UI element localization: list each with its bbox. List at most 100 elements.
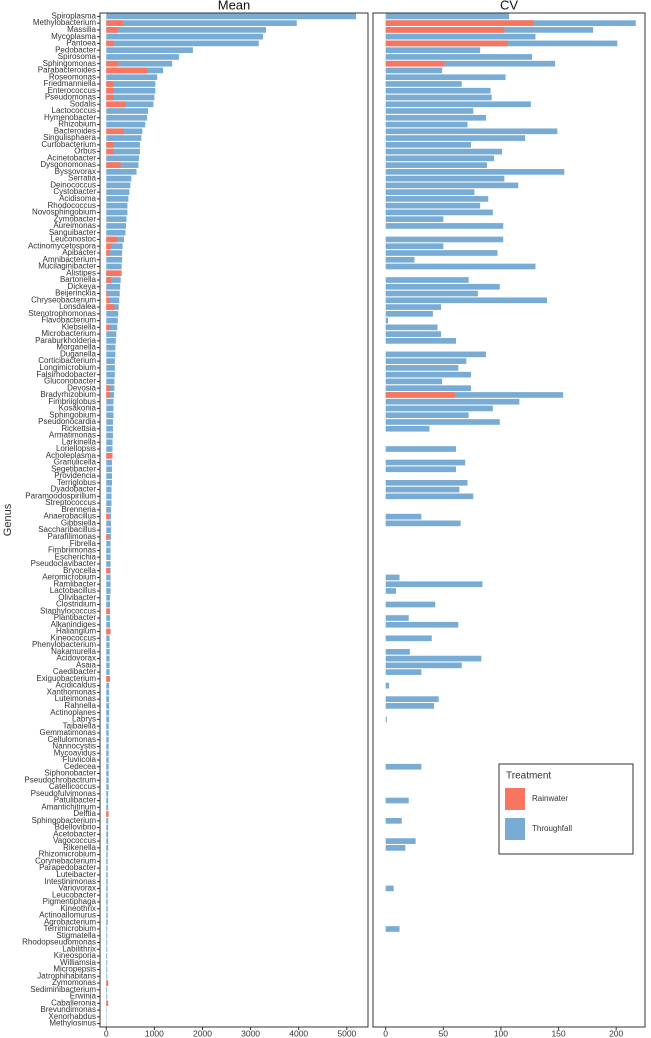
bar [385, 216, 444, 223]
y-tick-label: Devosia [67, 383, 96, 392]
y-tick-label: Curtobacterium [41, 140, 96, 149]
bar [106, 33, 264, 40]
bar [106, 878, 108, 885]
bar [106, 283, 121, 290]
bar [385, 54, 533, 60]
bar [385, 223, 504, 229]
y-tick-label: Parapedobacter [39, 863, 96, 872]
bar [106, 277, 121, 283]
x-tick-label: 3000 [241, 1028, 260, 1038]
y-tick-label: Olivibacter [58, 593, 96, 602]
bar [385, 669, 422, 675]
y-tick-label: Microbacterium [41, 329, 96, 338]
legend-label: Rainwater [532, 794, 568, 803]
bar [106, 365, 115, 371]
bar [385, 189, 475, 195]
bar [106, 128, 125, 135]
bar [106, 439, 113, 446]
bar [385, 317, 388, 324]
y-tick-label: Hymenobacter [44, 113, 96, 122]
y-tick-label: Chryseobacterium [31, 295, 96, 304]
bar [106, 520, 112, 527]
bar [106, 175, 132, 182]
y-tick-label: Delftia [73, 809, 96, 818]
bar [106, 446, 113, 452]
y-tick-label: Gibbsiella [61, 518, 97, 527]
y-tick-label: Massilia [67, 25, 96, 34]
bar [106, 696, 110, 702]
bar [106, 169, 137, 175]
y-tick-label: Lactobacillus [50, 586, 96, 595]
bar [106, 682, 110, 689]
bar [106, 114, 148, 121]
bar [385, 121, 468, 128]
bar [106, 648, 110, 655]
bar [106, 148, 114, 155]
bar [106, 574, 111, 581]
y-tick-label: Aureimonas [53, 221, 96, 230]
bar [385, 405, 493, 412]
bar [106, 865, 108, 871]
y-tick-label: Klebsiella [62, 322, 97, 331]
bar [385, 588, 397, 594]
bar [106, 250, 110, 256]
x-tick-label: 1000 [145, 1028, 164, 1038]
panel-background [373, 13, 645, 1027]
bar [106, 297, 110, 304]
bar [106, 141, 140, 148]
bar [106, 128, 143, 135]
bar [106, 763, 109, 770]
y-tick-label: Bryocella [63, 566, 96, 575]
bar [385, 621, 459, 628]
y-tick-label: Asaia [76, 660, 97, 669]
y-tick-label: Sphingobium [49, 410, 96, 419]
y-tick-label: Providencia [54, 471, 96, 480]
panel-border [99, 12, 369, 1028]
bar [106, 709, 110, 716]
y-tick-label: Kosakonia [59, 404, 97, 413]
bar [106, 669, 110, 675]
bar [385, 243, 444, 250]
bar [385, 162, 488, 168]
bar [385, 419, 500, 425]
y-tick-label: Zymomonas [52, 978, 96, 987]
bar [106, 953, 108, 959]
bar [385, 655, 482, 662]
y-tick-label: Caedibacter [53, 667, 96, 676]
bar [385, 338, 456, 344]
legend-swatch [505, 788, 525, 810]
bar [106, 723, 109, 730]
y-tick-label: Pantoea [66, 39, 96, 48]
y-tick-label: Acidovorax [56, 654, 96, 663]
y-tick-label: Sediminibacterium [30, 985, 96, 994]
y-tick-label: Xenorhabdus [48, 1012, 96, 1021]
bar [385, 277, 469, 283]
bar [106, 479, 113, 486]
bar [385, 513, 422, 520]
bar [106, 790, 109, 797]
x-tick-label: 200 [609, 1028, 623, 1038]
y-tick-label: Saccharibacillus [38, 525, 96, 534]
y-tick-label: Pigmentiphaga [43, 897, 97, 906]
bar [106, 331, 117, 337]
panel-background [100, 13, 368, 1027]
bar [106, 959, 108, 966]
y-tick-label: Brenneria [61, 505, 96, 514]
y-tick-label: Fimbriiglobus [48, 397, 96, 406]
y-axis-label: Genus [2, 503, 14, 536]
bar [106, 784, 109, 790]
y-tick-label: Williamsia [60, 958, 97, 967]
bar [106, 486, 112, 493]
bar [106, 162, 121, 168]
y-tick-label: Acidisoma [59, 194, 96, 203]
bar [106, 40, 114, 47]
y-tick-label: Acholeplasma [46, 451, 97, 460]
bar [106, 20, 124, 26]
bar [385, 615, 409, 621]
y-tick-label: Methylosinus [49, 1019, 96, 1028]
bar [106, 838, 109, 844]
y-tick-label: Pedobacter [55, 45, 96, 54]
y-tick-label: Amantichitinum [41, 802, 96, 811]
bar [385, 81, 462, 87]
bar [106, 743, 109, 750]
